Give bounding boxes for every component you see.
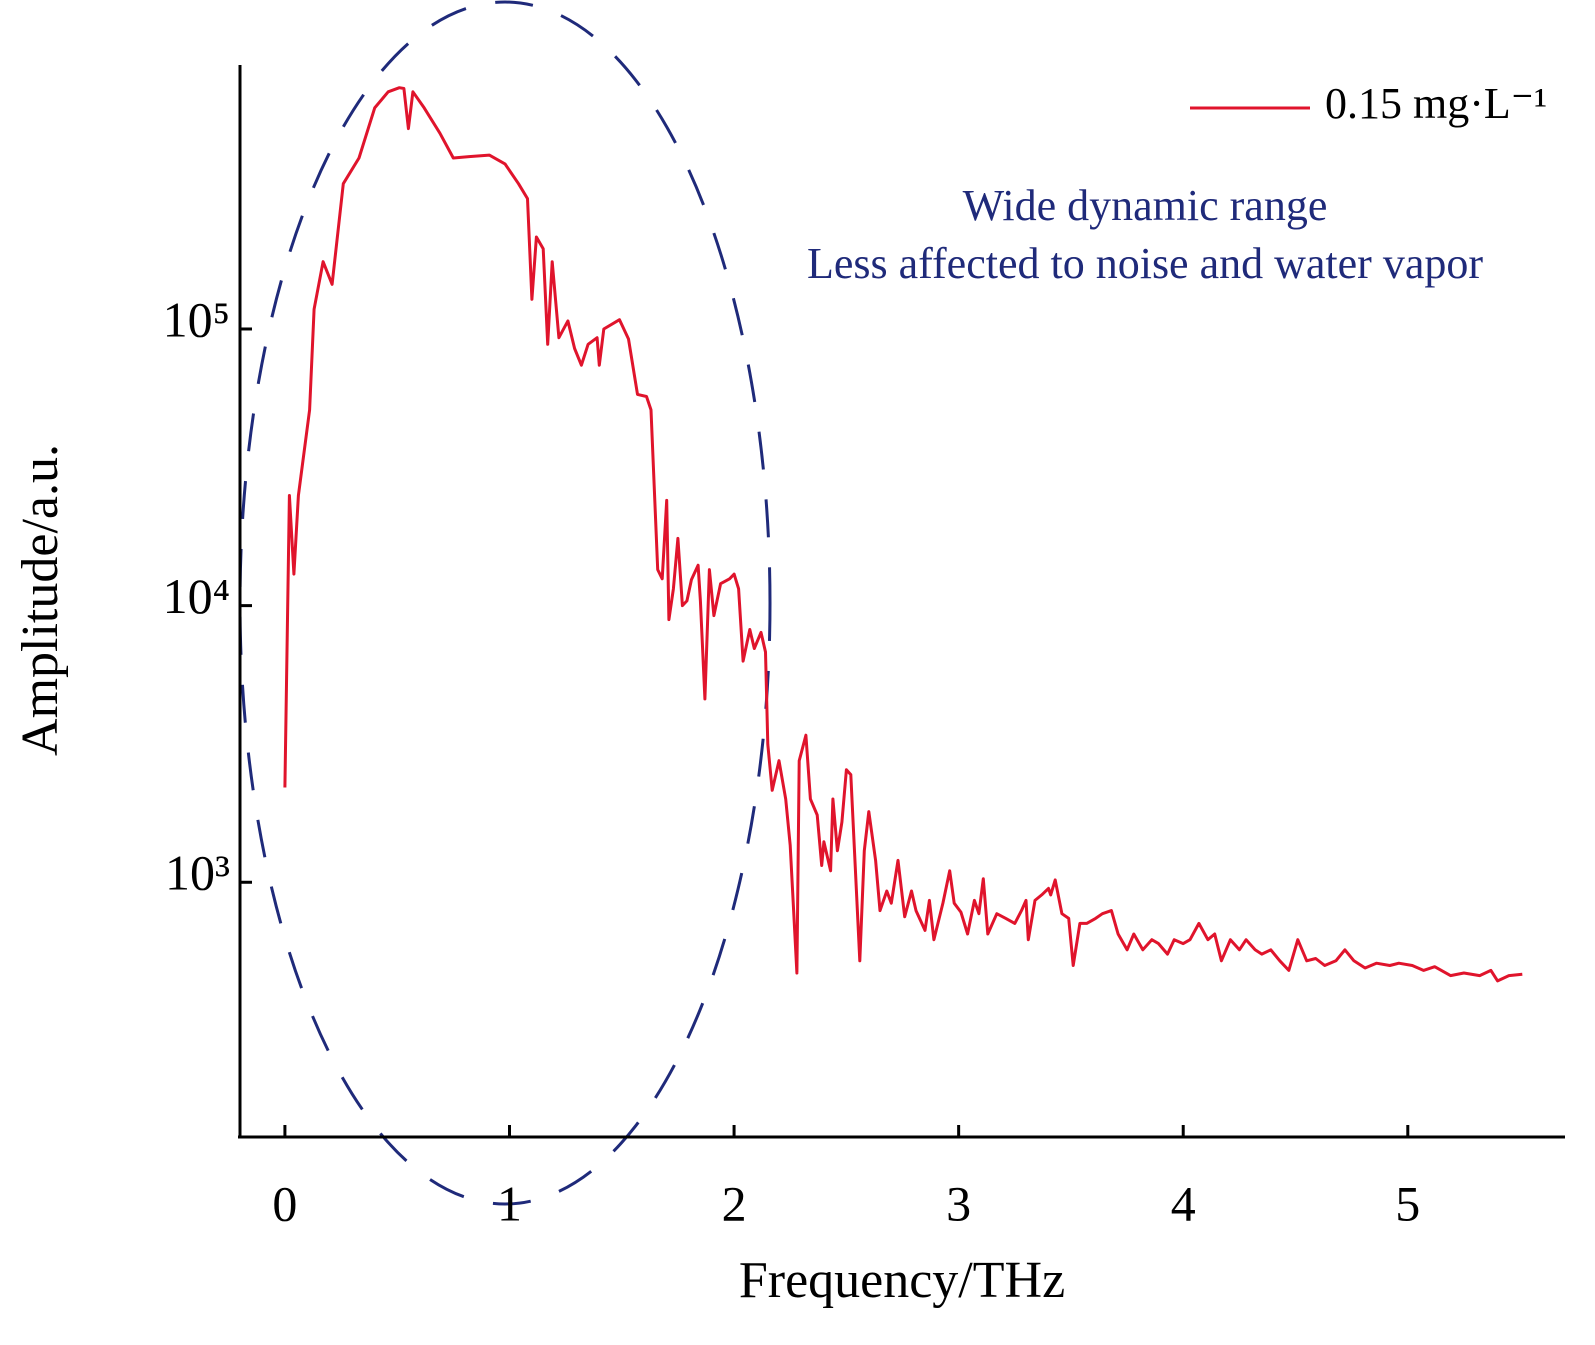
annotation: Wide dynamic range — [963, 181, 1328, 230]
x-tick-label: 5 — [1395, 1175, 1420, 1231]
data-line — [283, 86, 1523, 983]
y-tick-label: 10⁵ — [163, 291, 230, 347]
y-tick-label: 10⁴ — [163, 568, 230, 624]
y-axis-label: Amplitude/a.u. — [12, 444, 69, 756]
legend-label: 0.15 mg·L⁻¹ — [1325, 79, 1547, 128]
x-tick-label: 4 — [1171, 1175, 1196, 1231]
x-tick-label: 0 — [272, 1175, 297, 1231]
x-tick-label: 3 — [946, 1175, 971, 1231]
highlight-ellipse — [238, 0, 772, 1206]
y-tick-label: 10³ — [165, 845, 230, 901]
x-tick-label: 1 — [497, 1175, 522, 1231]
x-axis-label: Frequency/THz — [739, 1252, 1065, 1309]
x-tick-label: 2 — [722, 1175, 747, 1231]
annotation: Less affected to noise and water vapor — [807, 239, 1483, 288]
